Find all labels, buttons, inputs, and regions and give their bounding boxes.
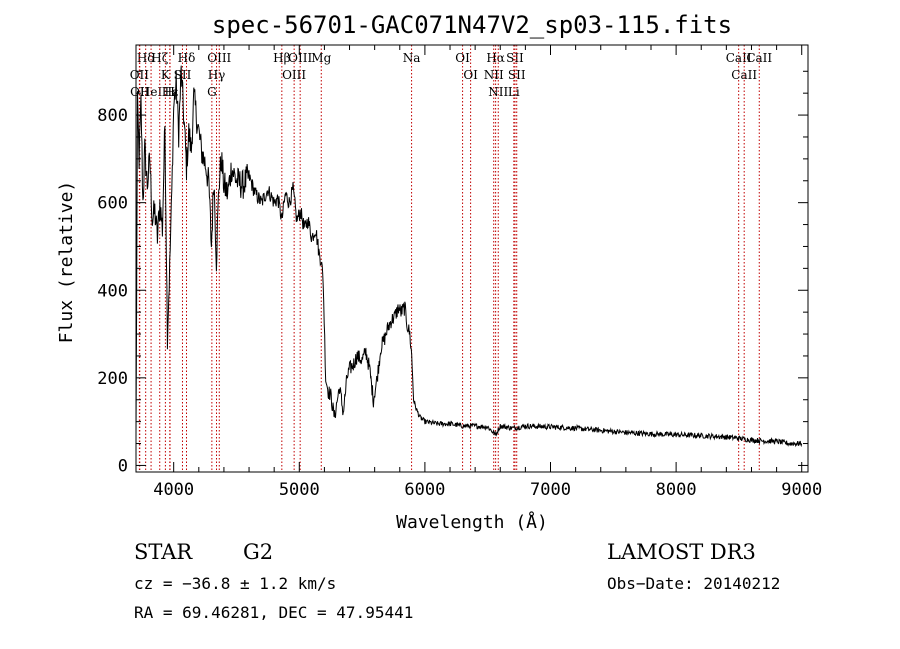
line-marker-label: Hγ xyxy=(208,68,226,82)
line-marker-label: SII xyxy=(174,68,192,82)
line-markers: HδOIIOIIHeIHζKHHεHδSIIOIIIHγGHβOIIIOIIIM… xyxy=(130,45,772,472)
line-marker-label: G xyxy=(207,85,217,99)
line-marker-label: OI xyxy=(463,68,478,82)
plot-frame xyxy=(135,44,809,473)
y-tick-label: 800 xyxy=(97,106,128,126)
line-marker-label: OII xyxy=(130,68,150,82)
line-marker-label: Li xyxy=(508,85,520,99)
line-marker-label: OII xyxy=(130,85,150,99)
x-tick-label: 5000 xyxy=(279,480,320,500)
chart-title: spec-56701-GAC071N47V2_sp03-115.fits xyxy=(212,11,732,39)
survey-name: LAMOST DR3 xyxy=(607,540,756,564)
spectrum-line xyxy=(135,65,803,448)
x-tick-label: 6000 xyxy=(404,480,445,500)
line-marker-label: OIII xyxy=(207,51,231,65)
y-tick-label: 600 xyxy=(97,194,128,214)
line-marker-label: SII xyxy=(508,68,526,82)
y-axis-label: Flux (relative) xyxy=(56,181,77,344)
line-marker-label: Hα xyxy=(486,51,505,65)
line-marker-label: Hδ xyxy=(137,51,155,65)
line-marker-label: CaII xyxy=(726,51,752,65)
coordinates: RA = 69.46281, DEC = 47.95441 xyxy=(134,603,414,622)
y-tick-label: 200 xyxy=(97,369,128,389)
axes: 4000 5000 6000 7000 8000 9000 0 200 400 600 800 xyxy=(97,44,822,500)
object-subclass: G2 xyxy=(243,540,274,564)
line-marker-label: NII xyxy=(488,85,508,99)
obs-date: Obs−Date: 20140212 xyxy=(607,574,781,593)
line-marker-label: Hδ xyxy=(178,51,196,65)
line-marker-label: K xyxy=(161,68,171,82)
redshift-cz: cz = −36.8 ± 1.2 km/s xyxy=(134,574,337,593)
line-marker-label: Mg xyxy=(311,51,331,65)
line-marker-label: OIII xyxy=(282,68,306,82)
line-marker-label: Hβ xyxy=(273,51,290,65)
line-marker-label: Na xyxy=(403,51,421,65)
line-marker-label: HeI xyxy=(140,85,163,99)
x-tick-label: 4000 xyxy=(153,480,194,500)
line-marker-label: SII xyxy=(506,51,524,65)
line-marker-label: OI xyxy=(455,51,470,65)
series xyxy=(135,65,803,448)
line-marker-label: Hζ xyxy=(151,51,168,65)
y-tick-label: 0 xyxy=(118,456,128,476)
line-marker-label: CaII xyxy=(731,68,757,82)
line-marker-label: CaII xyxy=(746,51,772,65)
line-marker-label: OIII xyxy=(288,51,312,65)
x-axis-label: Wavelength (Å) xyxy=(396,511,548,533)
object-class: STAR xyxy=(134,540,193,564)
x-tick-label: 7000 xyxy=(530,480,571,500)
y-tick-label: 400 xyxy=(97,281,128,301)
x-tick-label: 8000 xyxy=(656,480,697,500)
x-tick-label: 9000 xyxy=(781,480,822,500)
line-marker-label: NII xyxy=(484,68,504,82)
